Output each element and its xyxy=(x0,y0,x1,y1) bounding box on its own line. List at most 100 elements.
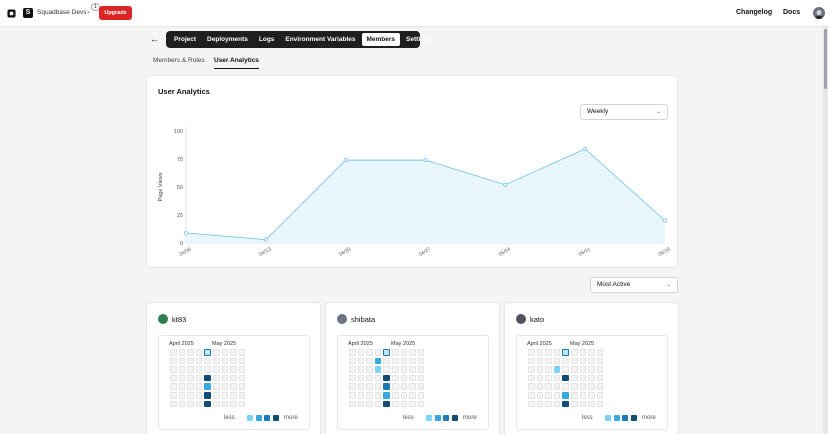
heatmap-cell[interactable] xyxy=(204,383,211,390)
heatmap-cell[interactable] xyxy=(400,366,408,373)
heatmap-cell[interactable] xyxy=(536,366,544,373)
heatmap-cell[interactable] xyxy=(230,400,237,408)
heatmap-cell[interactable] xyxy=(596,383,604,390)
heatmap-cell[interactable] xyxy=(383,357,390,365)
heatmap-cell[interactable] xyxy=(579,383,587,390)
heatmap-cell[interactable] xyxy=(374,357,382,365)
heatmap-cell[interactable] xyxy=(409,366,416,373)
heatmap-cell[interactable] xyxy=(383,374,390,382)
heatmap-cell[interactable] xyxy=(553,400,561,408)
back-arrow-icon[interactable]: ← xyxy=(150,34,159,44)
heatmap-cell[interactable] xyxy=(366,349,373,356)
scrollbar[interactable] xyxy=(823,27,828,434)
heatmap-cell[interactable] xyxy=(392,383,399,390)
heatmap-cell[interactable] xyxy=(562,349,569,356)
heatmap-cell[interactable] xyxy=(238,366,246,373)
app-logo-icon[interactable] xyxy=(7,9,16,18)
user-avatar[interactable] xyxy=(813,7,825,19)
heatmap-cell[interactable] xyxy=(409,349,416,356)
heatmap-cell[interactable] xyxy=(528,349,535,356)
heatmap-cell[interactable] xyxy=(357,383,365,390)
heatmap-cell[interactable] xyxy=(221,349,229,356)
heatmap-cell[interactable] xyxy=(562,366,569,373)
heatmap-cell[interactable] xyxy=(170,400,177,408)
heatmap-cell[interactable] xyxy=(204,357,211,365)
heatmap-cell[interactable] xyxy=(349,366,356,373)
heatmap-cell[interactable] xyxy=(195,357,203,365)
tab-environment-variables[interactable]: Environment Variables xyxy=(285,36,356,43)
heatmap-cell[interactable] xyxy=(374,349,382,356)
heatmap-cell[interactable] xyxy=(221,366,229,373)
heatmap-cell[interactable] xyxy=(230,392,237,399)
subtab-members-roles[interactable]: Members & Roles xyxy=(153,57,205,64)
tab-logs[interactable]: Logs xyxy=(258,36,275,43)
heatmap-cell[interactable] xyxy=(588,400,595,408)
heatmap-cell[interactable] xyxy=(170,392,177,399)
heatmap-cell[interactable] xyxy=(596,349,604,356)
heatmap-cell[interactable] xyxy=(409,357,416,365)
heatmap-cell[interactable] xyxy=(204,400,211,408)
heatmap-cell[interactable] xyxy=(178,374,186,382)
heatmap-cell[interactable] xyxy=(187,349,194,356)
heatmap-cell[interactable] xyxy=(221,357,229,365)
heatmap-cell[interactable] xyxy=(588,349,595,356)
heatmap-cell[interactable] xyxy=(596,366,604,373)
heatmap-cell[interactable] xyxy=(178,366,186,373)
heatmap-cell[interactable] xyxy=(366,392,373,399)
heatmap-cell[interactable] xyxy=(417,383,425,390)
heatmap-cell[interactable] xyxy=(195,374,203,382)
member-name[interactable]: kato xyxy=(530,315,545,324)
heatmap-cell[interactable] xyxy=(588,392,595,399)
heatmap-cell[interactable] xyxy=(596,374,604,382)
heatmap-cell[interactable] xyxy=(213,357,220,365)
tab-settings[interactable]: Settings xyxy=(406,36,432,43)
heatmap-cell[interactable] xyxy=(571,383,578,390)
heatmap-cell[interactable] xyxy=(571,366,578,373)
heatmap-cell[interactable] xyxy=(588,366,595,373)
subtab-user-analytics[interactable]: User Analytics xyxy=(214,57,259,69)
heatmap-cell[interactable] xyxy=(187,366,194,373)
heatmap-cell[interactable] xyxy=(562,374,569,382)
heatmap-cell[interactable] xyxy=(195,383,203,390)
heatmap-cell[interactable] xyxy=(178,392,186,399)
heatmap-cell[interactable] xyxy=(553,392,561,399)
heatmap-cell[interactable] xyxy=(571,349,578,356)
heatmap-cell[interactable] xyxy=(528,400,535,408)
heatmap-cell[interactable] xyxy=(366,366,373,373)
heatmap-cell[interactable] xyxy=(536,392,544,399)
heatmap-cell[interactable] xyxy=(374,374,382,382)
heatmap-cell[interactable] xyxy=(170,383,177,390)
heatmap-cell[interactable] xyxy=(221,383,229,390)
heatmap-cell[interactable] xyxy=(579,392,587,399)
heatmap-cell[interactable] xyxy=(553,349,561,356)
heatmap-cell[interactable] xyxy=(349,349,356,356)
heatmap-cell[interactable] xyxy=(409,383,416,390)
heatmap-cell[interactable] xyxy=(400,349,408,356)
heatmap-cell[interactable] xyxy=(204,349,211,356)
heatmap-cell[interactable] xyxy=(392,357,399,365)
heatmap-cell[interactable] xyxy=(417,349,425,356)
heatmap-cell[interactable] xyxy=(383,366,390,373)
heatmap-cell[interactable] xyxy=(392,392,399,399)
heatmap-cell[interactable] xyxy=(178,349,186,356)
heatmap-cell[interactable] xyxy=(528,392,535,399)
heatmap-cell[interactable] xyxy=(536,374,544,382)
heatmap-cell[interactable] xyxy=(349,357,356,365)
heatmap-cell[interactable] xyxy=(536,383,544,390)
heatmap-cell[interactable] xyxy=(178,400,186,408)
heatmap-cell[interactable] xyxy=(553,366,561,373)
heatmap-cell[interactable] xyxy=(187,392,194,399)
scrollbar-thumb[interactable] xyxy=(824,29,827,89)
heatmap-cell[interactable] xyxy=(409,392,416,399)
heatmap-cell[interactable] xyxy=(238,400,246,408)
heatmap-cell[interactable] xyxy=(400,357,408,365)
heatmap-cell[interactable] xyxy=(357,366,365,373)
heatmap-cell[interactable] xyxy=(230,383,237,390)
upgrade-button[interactable]: Upgrade xyxy=(99,6,132,20)
heatmap-cell[interactable] xyxy=(417,374,425,382)
heatmap-cell[interactable] xyxy=(187,383,194,390)
heatmap-cell[interactable] xyxy=(213,392,220,399)
heatmap-cell[interactable] xyxy=(213,374,220,382)
heatmap-cell[interactable] xyxy=(374,400,382,408)
heatmap-cell[interactable] xyxy=(349,392,356,399)
